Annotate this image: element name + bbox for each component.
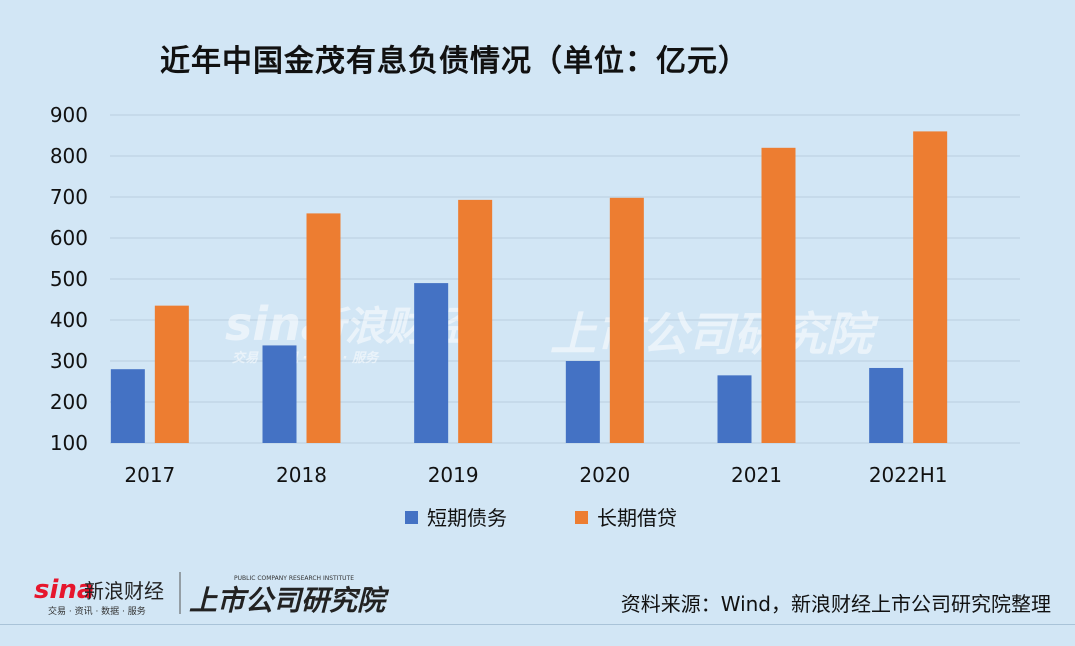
footer-sina-logo: sina bbox=[34, 575, 94, 605]
chart-title: 近年中国金茂有息负债情况（单位：亿元） bbox=[160, 44, 749, 79]
x-tick-label: 2022H1 bbox=[869, 463, 948, 487]
watermark-tagline: 交易 · 资讯 · 数据 · 服务 bbox=[232, 350, 380, 366]
bar-short-term-debt-2020 bbox=[565, 361, 600, 443]
watermark-institute: 上市公司研究院 bbox=[550, 307, 879, 361]
x-tick-label: 2019 bbox=[428, 463, 479, 487]
y-tick-label: 600 bbox=[50, 226, 88, 250]
bars bbox=[110, 131, 948, 444]
x-axis: 2017 2018 2019 2020 2021 2022H1 bbox=[124, 463, 947, 487]
bottom-divider bbox=[0, 624, 1075, 625]
bar-long-term-loan-2018 bbox=[306, 213, 341, 443]
y-tick-label: 100 bbox=[50, 431, 88, 455]
y-tick-label: 700 bbox=[50, 185, 88, 209]
bar-short-term-debt-2019 bbox=[414, 283, 449, 443]
bar-short-term-debt-2018 bbox=[262, 345, 297, 443]
legend-swatch-0 bbox=[405, 511, 418, 524]
legend-label-1: 长期借贷 bbox=[597, 506, 677, 530]
bar-short-term-debt-2022H1 bbox=[869, 367, 904, 443]
footer-brand-cn: 新浪财经 bbox=[84, 579, 164, 603]
footer-tagline: 交易 · 资讯 · 数据 · 服务 bbox=[48, 605, 146, 617]
y-tick-label: 500 bbox=[50, 267, 88, 291]
source-note: 资料来源：Wind，新浪财经上市公司研究院整理 bbox=[620, 592, 1051, 616]
bar-long-term-loan-2020 bbox=[609, 197, 644, 443]
gridlines bbox=[110, 114, 1020, 444]
bar-long-term-loan-2019 bbox=[458, 199, 493, 443]
bar-short-term-debt-2021 bbox=[717, 375, 752, 443]
bar-long-term-loan-2022H1 bbox=[913, 131, 948, 443]
footer-institute-en: PUBLIC COMPANY RESEARCH INSTITUTE bbox=[234, 575, 354, 582]
y-tick-label: 900 bbox=[50, 103, 88, 127]
legend: 短期债务 长期借贷 bbox=[405, 506, 677, 530]
bar-short-term-debt-2017 bbox=[110, 369, 145, 443]
y-tick-label: 400 bbox=[50, 308, 88, 332]
legend-swatch-1 bbox=[575, 511, 588, 524]
x-tick-label: 2018 bbox=[276, 463, 327, 487]
footer-logo: sina 新浪财经 交易 · 资讯 · 数据 · 服务 PUBLIC COMPA… bbox=[34, 572, 390, 617]
bar-long-term-loan-2017 bbox=[154, 305, 189, 443]
x-tick-label: 2017 bbox=[124, 463, 175, 487]
y-tick-label: 800 bbox=[50, 144, 88, 168]
y-tick-label: 200 bbox=[50, 390, 88, 414]
legend-label-0: 短期债务 bbox=[427, 506, 507, 530]
footer-institute: 上市公司研究院 bbox=[189, 584, 390, 617]
x-tick-label: 2020 bbox=[579, 463, 630, 487]
y-axis: 100 200 300 400 500 600 700 800 900 bbox=[50, 103, 88, 455]
x-tick-label: 2021 bbox=[731, 463, 782, 487]
bar-long-term-loan-2021 bbox=[761, 147, 796, 444]
y-tick-label: 300 bbox=[50, 349, 88, 373]
